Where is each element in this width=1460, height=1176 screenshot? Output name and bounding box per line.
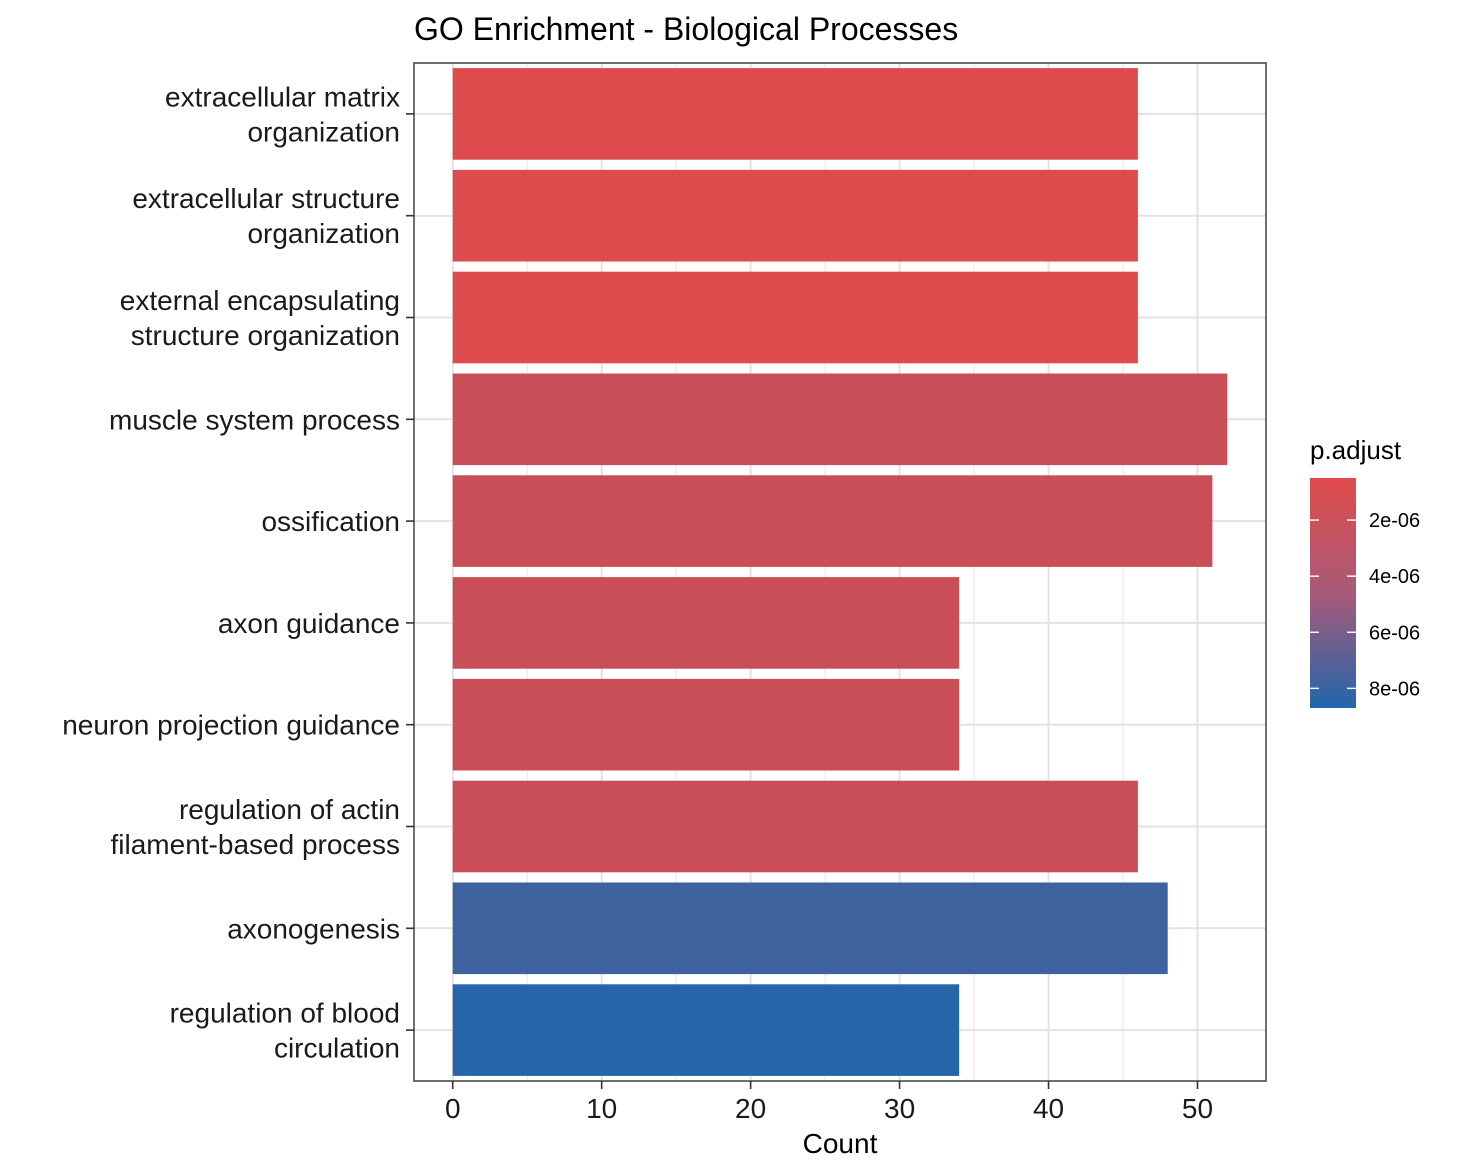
category-label: regulation of blood [170,998,400,1029]
category-label: external encapsulating [120,285,400,316]
bar [452,577,960,669]
chart-title: GO Enrichment - Biological Processes [414,11,958,47]
x-tick-label: 0 [445,1093,461,1124]
category-label: filament-based process [111,829,400,860]
category-label: organization [247,218,400,249]
x-tick-label: 30 [884,1093,915,1124]
category-label: circulation [274,1033,400,1064]
bar [452,68,1138,160]
x-tick-label: 40 [1033,1093,1064,1124]
legend-tick-label: 4e-06 [1369,566,1420,588]
x-tick-label: 10 [586,1093,617,1124]
legend-tick-label: 8e-06 [1369,678,1420,700]
legend-colorbar [1310,478,1356,708]
bars [452,68,1228,1076]
category-label: organization [247,116,400,147]
category-label: ossification [261,506,400,537]
x-axis-ticks: 0 10 20 30 40 50 [445,1081,1213,1124]
legend-ticks: 2e-06 4e-06 6e-06 8e-06 [1310,510,1420,700]
category-label: structure organization [131,320,400,351]
bar [452,678,960,771]
category-label: extracellular structure [132,183,400,214]
category-label: axon guidance [218,608,400,639]
x-axis-title: Count [803,1128,878,1159]
legend-tick-label: 2e-06 [1369,510,1420,532]
legend-tick-label: 6e-06 [1369,622,1420,644]
category-label: muscle system process [109,404,400,435]
color-legend: p.adjust 2e-06 4e-06 6e-06 8e-06 [1310,435,1420,708]
plot-panel-border [413,62,1267,1082]
bar [452,475,1213,567]
x-tick-label: 20 [735,1093,766,1124]
legend-title: p.adjust [1310,435,1402,465]
category-label: regulation of actin [179,794,400,825]
bar [452,780,1138,873]
bar [452,271,1138,364]
category-label: axonogenesis [227,913,400,944]
category-labels: extracellular matrix organization extracel… [62,81,414,1064]
x-tick-label: 50 [1182,1093,1213,1124]
bar [452,169,1138,262]
category-label: neuron projection guidance [62,710,400,741]
bar [452,984,960,1076]
bar [452,373,1228,466]
bar [452,882,1168,975]
category-label: extracellular matrix [165,81,400,112]
